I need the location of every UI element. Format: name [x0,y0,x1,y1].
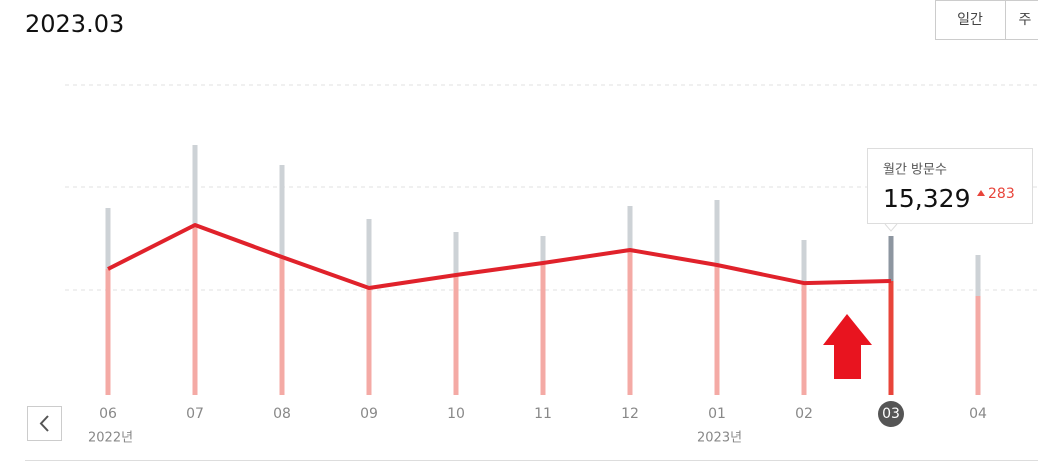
x-tick-label: 07 [186,406,204,422]
page-title: 2023.03 [25,10,124,38]
tooltip-change: 283 [988,186,1015,202]
visitor-bar [715,265,720,395]
x-tick-label: 03 [882,406,900,422]
x-tick-label: 04 [969,406,987,422]
x-tick-label: 01 [708,406,726,422]
visitor-bar [367,288,372,395]
x-tick-label: 12 [621,406,639,422]
tab-weekly-label[interactable]: 주 [1019,12,1032,28]
x-tick-label: 11 [534,406,552,422]
visitor-bar [280,257,285,395]
visitor-bar [628,250,633,395]
x-tick-label: 10 [447,406,465,422]
tooltip-label: 월간 방문수 [883,163,947,178]
visitor-bar [976,296,981,395]
visitor-bar [193,225,198,395]
tab-daily-label[interactable]: 일간 [957,12,983,28]
visitor-bar [106,269,111,395]
x-tick-label: 08 [273,406,291,422]
year-label: 2023년 [697,431,742,446]
tooltip-value: 15,329 [883,184,970,213]
x-tick-label: 06 [99,406,117,422]
tooltip-pointer [885,224,897,231]
prev-button[interactable] [28,407,62,441]
visitor-bar [889,281,894,395]
visitor-bar [454,275,459,395]
visitor-bar [541,263,546,395]
visitor-line [108,225,891,288]
year-label: 2022년 [88,431,133,446]
visitor-bar [802,283,807,395]
arrow-annotation [823,314,872,379]
x-tick-label: 02 [795,406,813,422]
x-tick-label: 09 [360,406,378,422]
